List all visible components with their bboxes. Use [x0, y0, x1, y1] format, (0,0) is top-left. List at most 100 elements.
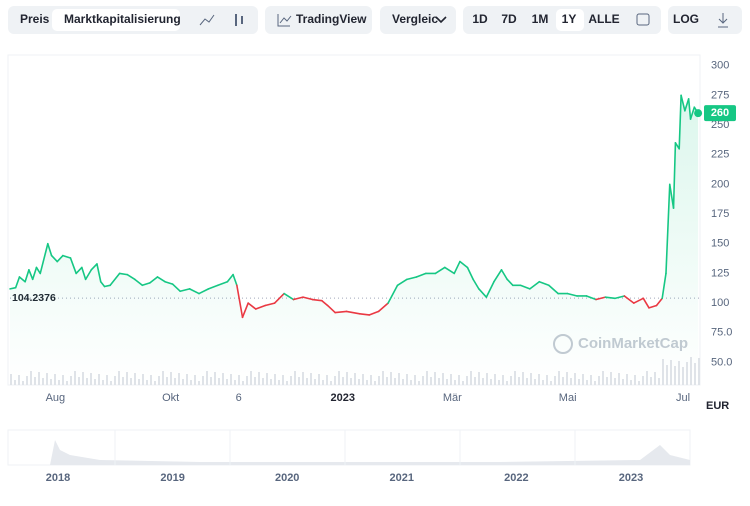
volume-bar [134, 373, 136, 385]
volume-bar [666, 365, 668, 385]
price-segment [81, 266, 87, 281]
price-segment [133, 278, 144, 287]
price-segment [118, 272, 129, 276]
tab-active[interactable] [52, 9, 180, 31]
volume-bar [66, 381, 68, 385]
volume-bar [222, 373, 224, 385]
volume-bar [370, 375, 372, 385]
volume-bar [234, 380, 236, 385]
price-segment [672, 142, 677, 209]
y-tick-label: 150 [711, 238, 729, 250]
range-button[interactable]: ALLE [588, 12, 619, 26]
price-segment [459, 260, 469, 269]
price-segment [254, 304, 267, 310]
volume-bar [686, 362, 688, 385]
price-segment [345, 310, 361, 315]
currency: EUR [706, 400, 729, 412]
volume-bar [466, 376, 468, 385]
compare-label: Vergleic [392, 12, 438, 26]
volume-bar [30, 371, 32, 385]
volume-bar [94, 379, 96, 385]
price-segment [472, 278, 480, 290]
price-segment [311, 298, 323, 302]
volume-bar [482, 378, 484, 385]
price-segment [302, 296, 314, 301]
price-segment [415, 272, 427, 278]
volume-bar [106, 375, 108, 385]
price-segment [547, 284, 560, 295]
volume-bar [590, 375, 592, 385]
price-segment [188, 288, 200, 295]
log-button[interactable]: LOG [673, 12, 699, 26]
price-segment [90, 263, 98, 271]
volume-bar [638, 381, 640, 385]
price-segment [247, 302, 257, 310]
volume-bar [354, 373, 356, 385]
volume-bar [530, 373, 532, 385]
volume-bar [258, 372, 260, 385]
volume-bar [230, 374, 232, 385]
volume-bar [178, 373, 180, 385]
volume-bar [498, 380, 500, 385]
price-segment [62, 254, 72, 259]
price-segment [443, 266, 456, 275]
volume-bar [542, 380, 544, 385]
volume-bar [110, 381, 112, 385]
range-button[interactable]: 1D [472, 12, 488, 26]
range-button[interactable]: 7D [501, 12, 517, 26]
compare-button[interactable] [380, 6, 456, 34]
volume-bar [426, 371, 428, 385]
tradingview-button[interactable] [265, 6, 372, 34]
range-button[interactable]: 1M [532, 12, 549, 26]
volume-bar [434, 372, 436, 385]
volume-bar [62, 375, 64, 385]
volume-bar [170, 372, 172, 385]
price-segment [283, 292, 295, 301]
line-icon[interactable] [199, 14, 215, 26]
volume-bar [506, 381, 508, 385]
volume-bar [566, 372, 568, 385]
price-segment [648, 304, 658, 309]
range-button[interactable]: 1Y [562, 12, 577, 26]
navigator-year: 2023 [619, 472, 643, 484]
volume-bar [70, 376, 72, 385]
price-segment [529, 280, 541, 290]
price-segment [434, 266, 446, 275]
price-segment [236, 284, 244, 319]
volume-bar [290, 376, 292, 385]
volume-bar [218, 378, 220, 385]
x-tick-label: 2023 [330, 392, 354, 404]
price-segment [171, 283, 181, 293]
volume-bar [278, 380, 280, 385]
price-segment [595, 296, 607, 301]
price-segment [614, 295, 626, 300]
volume-bar [618, 373, 620, 385]
navigator-year: 2018 [46, 472, 70, 484]
volume-bar [470, 371, 472, 385]
tv-icon [277, 14, 292, 27]
tab[interactable]: Marktkapitalisierung [64, 12, 181, 26]
volume-bar [622, 379, 624, 385]
y-tick-label: 225 [711, 149, 729, 161]
price-segment [226, 273, 234, 283]
volume-bar [210, 377, 212, 385]
volume-bar [554, 376, 556, 385]
volume-bar [270, 379, 272, 385]
price-segment [478, 288, 488, 298]
tab[interactable]: Preis [20, 12, 50, 26]
volume-bar [422, 376, 424, 385]
range-active [556, 9, 584, 31]
calendar-icon[interactable] [636, 13, 650, 26]
volume-bar [646, 371, 648, 385]
volume-bar [454, 380, 456, 385]
candle-icon[interactable] [235, 14, 243, 26]
price-segment [368, 310, 380, 316]
volume-bar [158, 376, 160, 385]
volume-bar [522, 372, 524, 385]
volume-bar [414, 375, 416, 385]
volume-bar [262, 378, 264, 385]
y-tick-label: 275 [711, 89, 729, 101]
volume-bar [642, 376, 644, 385]
download-icon[interactable] [718, 13, 728, 28]
volume-bar [10, 374, 12, 385]
